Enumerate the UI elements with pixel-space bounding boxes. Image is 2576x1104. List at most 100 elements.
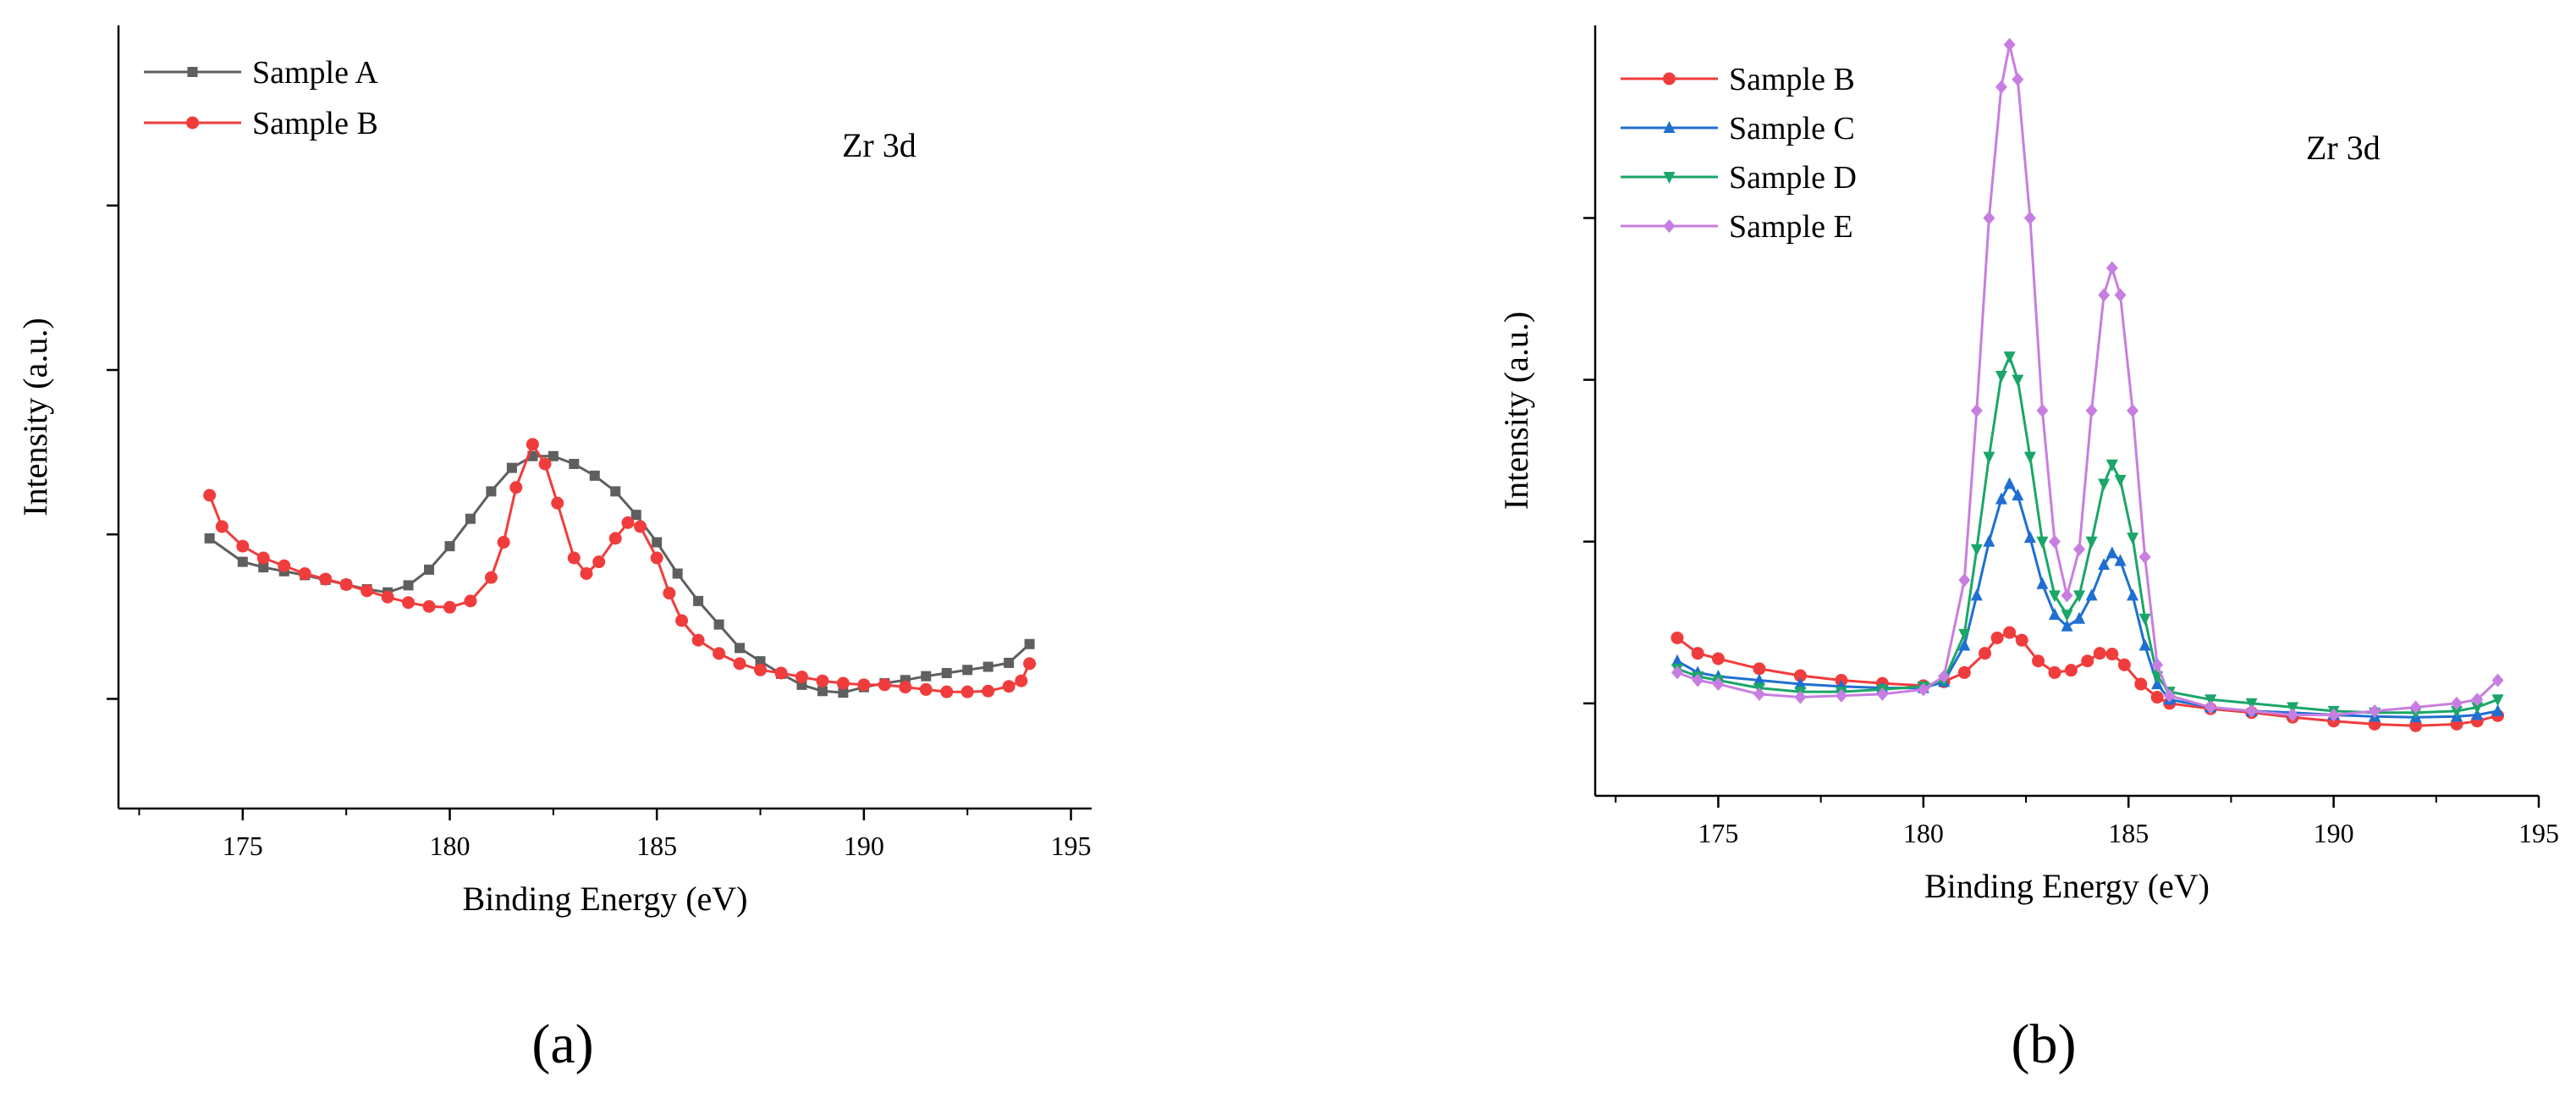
x-tick-label: 175 — [223, 831, 263, 861]
data-point — [1876, 687, 1889, 701]
data-point — [2491, 673, 2504, 687]
data-point — [592, 555, 606, 569]
legend-label: Sample E — [1729, 209, 1853, 245]
legend-label: Sample B — [252, 106, 378, 141]
data-point — [2023, 531, 2036, 544]
data-point — [2287, 702, 2299, 715]
data-point — [2204, 700, 2217, 715]
data-point — [2085, 588, 2098, 601]
data-point — [538, 457, 552, 471]
data-point — [2409, 700, 2422, 715]
data-point — [464, 594, 477, 608]
data-point — [1983, 211, 1995, 225]
data-point — [1995, 492, 2007, 505]
data-point — [2105, 546, 2118, 559]
data-point — [983, 661, 994, 672]
x-tick-label: 175 — [1698, 818, 1738, 848]
series-sample-e — [1671, 37, 2504, 722]
data-point — [1835, 688, 1847, 703]
data-point — [2003, 626, 2017, 639]
legend-marker — [187, 67, 198, 77]
data-point — [1958, 628, 1971, 641]
data-point — [2471, 693, 2484, 707]
data-point — [608, 532, 622, 545]
data-point — [2127, 533, 2139, 545]
data-point — [2003, 351, 2016, 364]
data-point — [982, 684, 995, 698]
data-point — [2287, 708, 2299, 722]
data-point — [2369, 704, 2381, 718]
data-point — [1671, 654, 1683, 666]
data-point — [403, 580, 414, 591]
data-point — [1004, 657, 1015, 668]
legend-marker — [1663, 121, 1676, 133]
data-point — [899, 681, 912, 694]
data-point — [2048, 665, 2061, 679]
legend: Sample A Sample B — [144, 55, 378, 141]
data-point — [2085, 536, 2098, 549]
data-point — [2093, 647, 2106, 660]
data-point — [774, 666, 788, 680]
legend-marker — [1663, 219, 1676, 233]
x-tick-label: 185 — [2108, 818, 2149, 848]
data-point — [1983, 451, 1995, 464]
data-point — [836, 676, 850, 690]
data-point — [754, 663, 768, 676]
data-point — [339, 577, 353, 591]
data-point — [1671, 665, 1683, 680]
data-point — [1970, 404, 1983, 417]
data-point — [2061, 588, 2073, 603]
data-point — [2036, 404, 2049, 417]
data-point — [650, 551, 663, 565]
data-point — [2048, 590, 2061, 603]
data-point — [755, 656, 766, 667]
data-point — [2117, 658, 2131, 671]
panel-label: (a) — [531, 1013, 593, 1075]
data-point — [838, 687, 849, 698]
data-point — [1794, 690, 1807, 704]
data-point — [1958, 573, 1971, 588]
data-point — [675, 614, 689, 627]
data-point — [2327, 708, 2340, 722]
data-point — [652, 537, 663, 548]
data-point — [663, 587, 676, 600]
data-point — [2061, 619, 2073, 632]
data-point — [1995, 80, 2007, 94]
data-point — [1979, 647, 1992, 660]
panel-label: (b) — [2012, 1013, 2077, 1075]
data-point — [610, 486, 621, 497]
x-tick-label: 180 — [429, 831, 470, 861]
data-point — [2061, 610, 2073, 622]
data-point — [1970, 588, 1983, 601]
data-point — [215, 520, 228, 533]
data-point — [921, 671, 932, 682]
panel-a: 175 180 185 190 195 Binding Energy (eV) Intens… — [16, 25, 1092, 1075]
annotation-label: Zr 3d — [842, 126, 916, 164]
data-point — [258, 562, 269, 573]
data-point — [2003, 477, 2016, 489]
data-point — [2114, 288, 2127, 302]
data-point — [1970, 544, 1983, 556]
data-point — [298, 567, 311, 580]
data-point — [2073, 542, 2086, 556]
data-point — [693, 595, 704, 606]
data-point — [1015, 674, 1028, 687]
data-point — [509, 481, 523, 494]
x-tick-label: 185 — [636, 831, 677, 861]
data-point — [1938, 669, 1951, 683]
data-point — [634, 520, 647, 533]
data-point — [551, 496, 564, 510]
data-point — [1753, 687, 1765, 701]
data-point — [497, 536, 510, 549]
data-point — [2064, 664, 2078, 677]
data-point — [2048, 534, 2061, 549]
data-point — [506, 462, 517, 473]
legend-label: Sample A — [252, 55, 378, 91]
data-point — [444, 541, 455, 552]
data-point — [2491, 694, 2504, 707]
data-point — [2105, 648, 2119, 661]
data-point — [2023, 451, 2036, 464]
data-point — [2085, 404, 2098, 417]
data-point — [735, 643, 746, 654]
